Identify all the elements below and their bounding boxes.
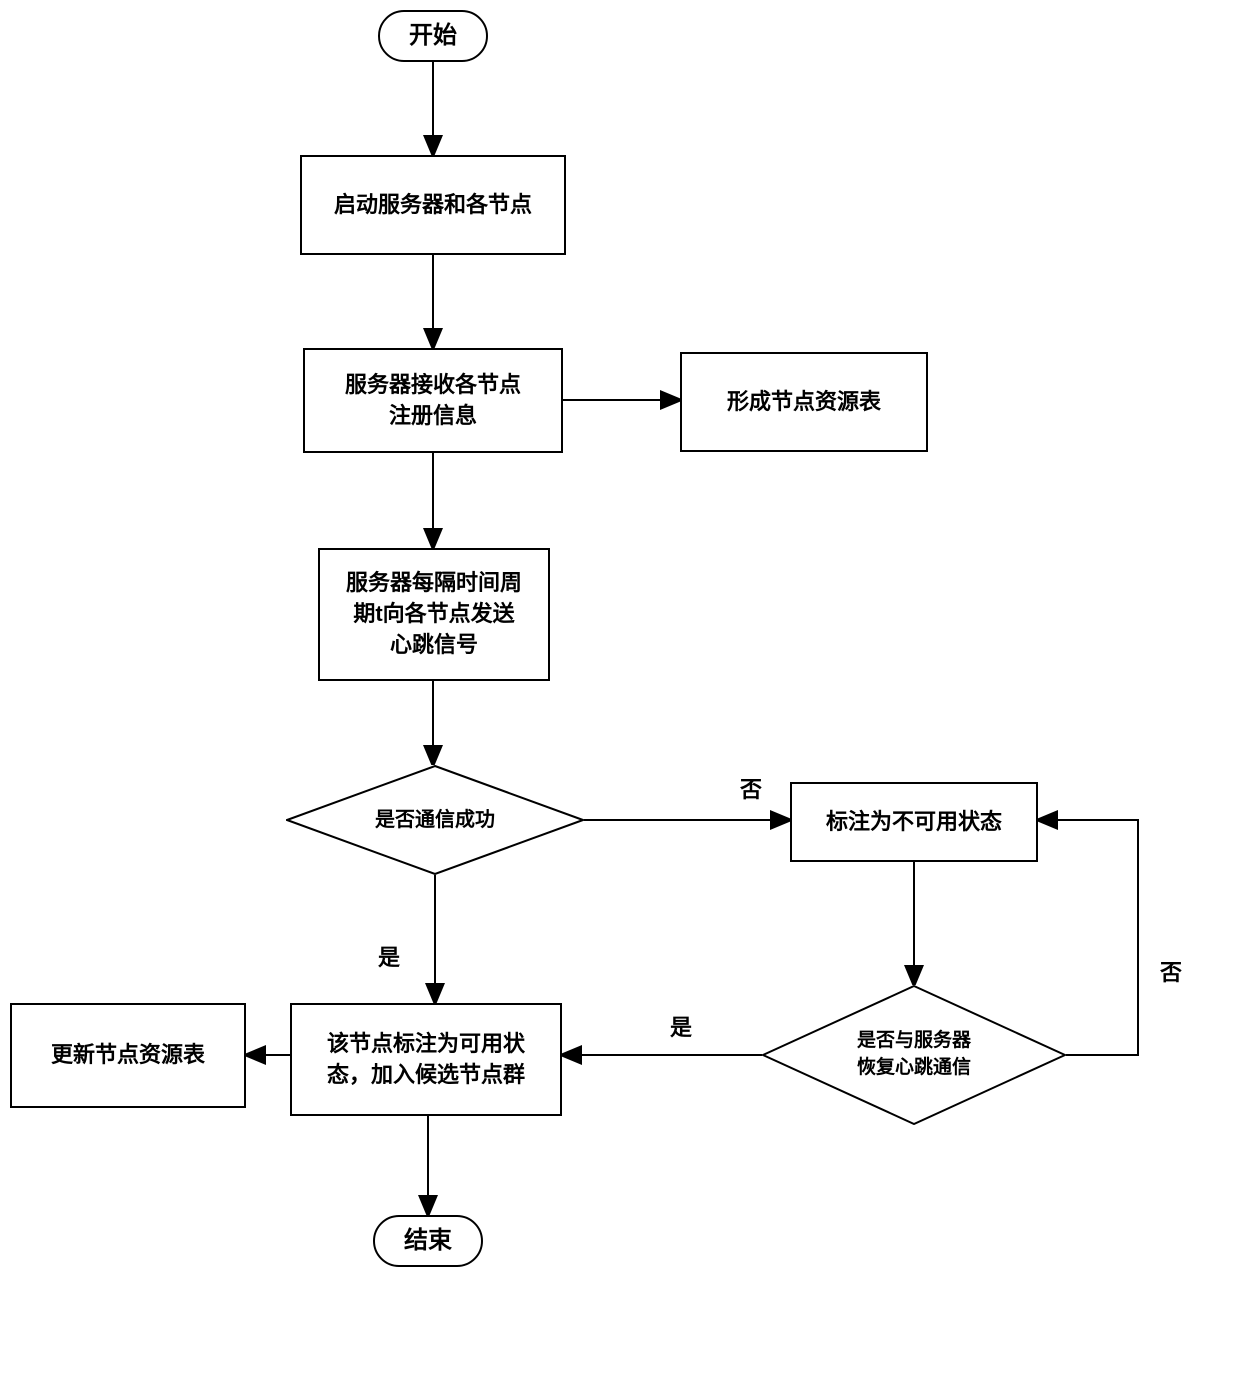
- edges-layer: [0, 0, 1240, 1398]
- node-label-d2: 是否与服务器恢复心跳通信: [762, 985, 1066, 1125]
- edge-label-no1: 否: [740, 772, 762, 804]
- node-n2: 服务器接收各节点注册信息: [303, 348, 563, 453]
- edge-label-no2: 否: [1160, 955, 1182, 987]
- edge-label-yes1: 是: [378, 940, 400, 972]
- node-label-d1: 是否通信成功: [286, 765, 584, 875]
- node-n3: 形成节点资源表: [680, 352, 928, 452]
- node-n6: 该节点标注为可用状态，加入候选节点群: [290, 1003, 562, 1116]
- node-n7: 更新节点资源表: [10, 1003, 246, 1108]
- node-d2: 是否与服务器恢复心跳通信: [762, 985, 1066, 1125]
- node-start: 开始: [378, 10, 488, 62]
- node-n4: 服务器每隔时间周期t向各节点发送心跳信号: [318, 548, 550, 681]
- edge-label-yes2: 是: [670, 1010, 692, 1042]
- node-d1: 是否通信成功: [286, 765, 584, 875]
- node-end: 结束: [373, 1215, 483, 1267]
- node-n5: 标注为不可用状态: [790, 782, 1038, 862]
- node-n1: 启动服务器和各节点: [300, 155, 566, 255]
